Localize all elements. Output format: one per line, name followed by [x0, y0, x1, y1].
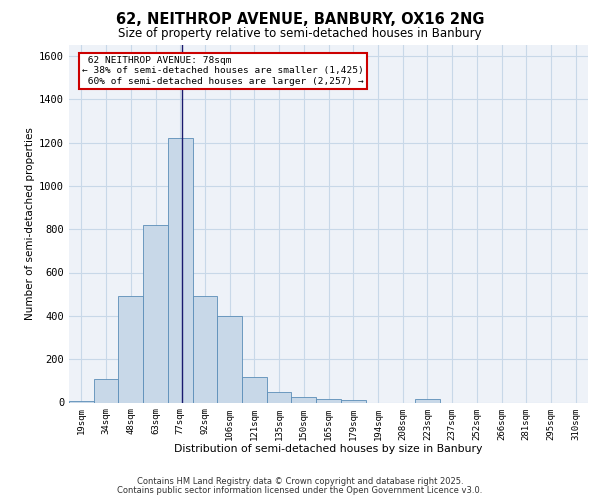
Bar	[217, 316, 242, 402]
Bar	[415, 399, 440, 402]
Bar	[168, 138, 193, 402]
Bar	[118, 296, 143, 403]
Bar	[242, 376, 267, 402]
Text: 62 NEITHROP AVENUE: 78sqm
← 38% of semi-detached houses are smaller (1,425)
 60%: 62 NEITHROP AVENUE: 78sqm ← 38% of semi-…	[82, 56, 364, 86]
Text: Contains HM Land Registry data © Crown copyright and database right 2025.: Contains HM Land Registry data © Crown c…	[137, 477, 463, 486]
Bar	[143, 225, 168, 402]
Text: 62, NEITHROP AVENUE, BANBURY, OX16 2NG: 62, NEITHROP AVENUE, BANBURY, OX16 2NG	[116, 12, 484, 28]
Bar	[341, 400, 365, 402]
Text: Size of property relative to semi-detached houses in Banbury: Size of property relative to semi-detach…	[118, 28, 482, 40]
Y-axis label: Number of semi-detached properties: Number of semi-detached properties	[25, 128, 35, 320]
X-axis label: Distribution of semi-detached houses by size in Banbury: Distribution of semi-detached houses by …	[175, 444, 482, 454]
Bar	[292, 397, 316, 402]
Bar	[316, 399, 341, 402]
Bar	[193, 296, 217, 403]
Text: Contains public sector information licensed under the Open Government Licence v3: Contains public sector information licen…	[118, 486, 482, 495]
Bar	[94, 378, 118, 402]
Bar	[267, 392, 292, 402]
